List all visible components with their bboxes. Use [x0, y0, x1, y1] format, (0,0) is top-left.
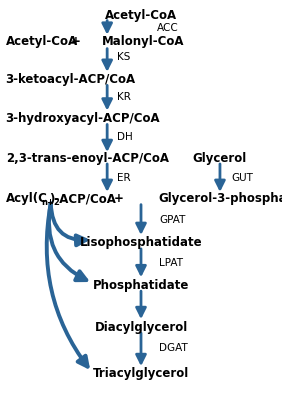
Text: KR: KR — [117, 92, 131, 102]
Text: ACC: ACC — [157, 23, 178, 33]
Text: KS: KS — [117, 52, 130, 62]
Text: 3-ketoacyl-ACP/CoA: 3-ketoacyl-ACP/CoA — [6, 73, 136, 85]
Text: GUT: GUT — [231, 173, 253, 183]
Text: Malonyl-CoA: Malonyl-CoA — [102, 35, 184, 48]
Text: Lisophosphatidate: Lisophosphatidate — [80, 237, 202, 249]
Text: Glycerol: Glycerol — [193, 152, 247, 165]
Text: +: + — [113, 192, 124, 205]
Text: GPAT: GPAT — [159, 215, 186, 226]
Text: Acetyl-CoA: Acetyl-CoA — [6, 35, 78, 48]
Text: Phosphatidate: Phosphatidate — [93, 279, 189, 292]
Text: Triacylglycerol: Triacylglycerol — [93, 367, 189, 380]
Text: Diacylglycerol: Diacylglycerol — [94, 322, 188, 334]
Text: 2,3-trans-enoyl-ACP/CoA: 2,3-trans-enoyl-ACP/CoA — [6, 152, 169, 165]
Text: Glycerol-3-phosphate: Glycerol-3-phosphate — [158, 192, 282, 205]
Text: +: + — [71, 35, 81, 48]
Text: n+2: n+2 — [42, 198, 61, 207]
Text: ER: ER — [117, 173, 131, 183]
Text: LPAT: LPAT — [159, 258, 183, 268]
Text: Acetyl-CoA: Acetyl-CoA — [105, 9, 177, 22]
Text: 3-hydroxyacyl-ACP/CoA: 3-hydroxyacyl-ACP/CoA — [6, 112, 160, 125]
Text: Acyl(C: Acyl(C — [6, 192, 47, 205]
Text: DH: DH — [117, 132, 133, 142]
Text: )-ACP/CoA: )-ACP/CoA — [49, 192, 116, 205]
Text: DGAT: DGAT — [159, 343, 188, 354]
